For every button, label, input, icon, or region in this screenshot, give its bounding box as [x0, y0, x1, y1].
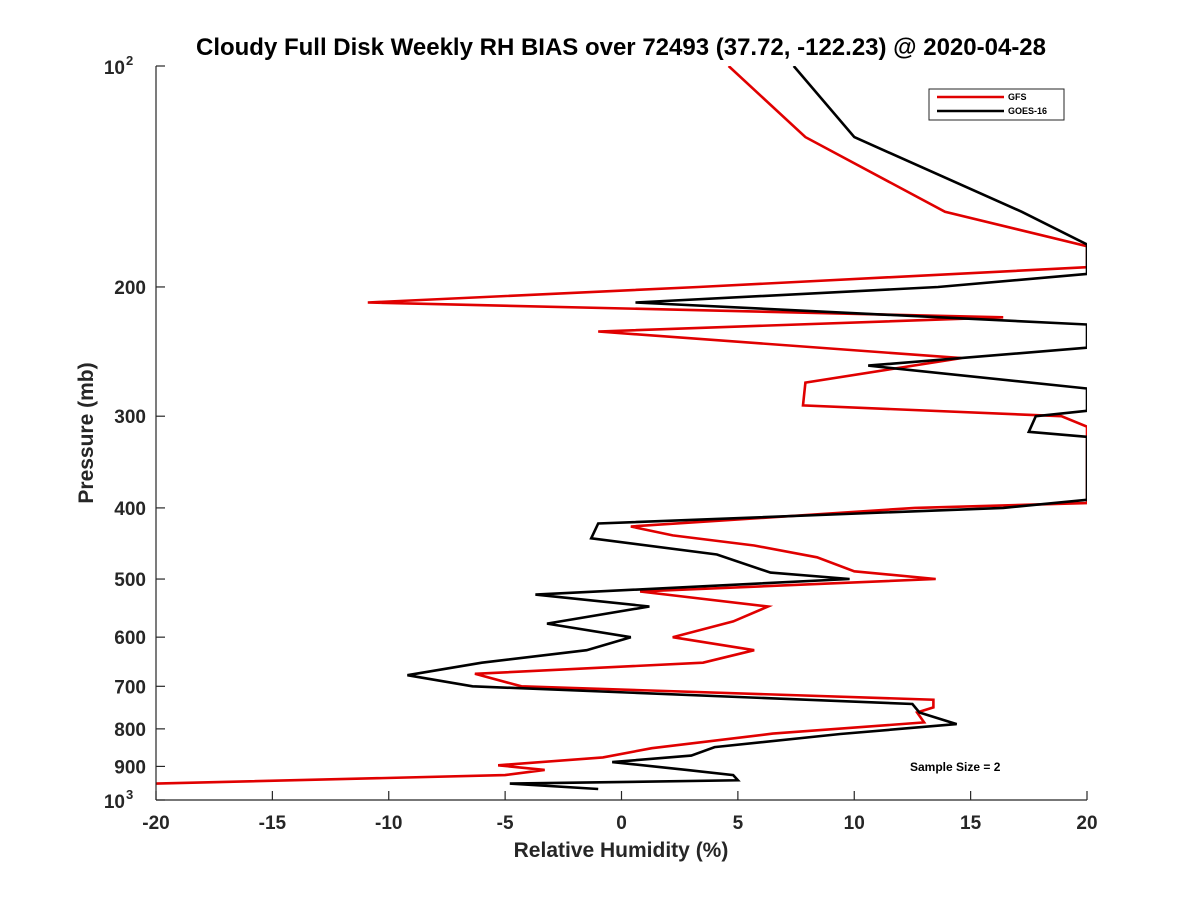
x-axis-label: Relative Humidity (%) — [514, 839, 729, 862]
x-tick-label: 10 — [844, 813, 865, 834]
x-tick-label: 0 — [616, 813, 627, 834]
legend: GFS GOES-16 — [928, 88, 1065, 121]
y-tick-exponent: 2 — [126, 53, 133, 68]
x-tick-label: 15 — [960, 813, 982, 834]
y-tick-label: 700 — [114, 677, 146, 698]
x-tick-label: -5 — [497, 813, 514, 834]
x-tick-label: -10 — [375, 813, 402, 834]
legend-label-gfs: GFS — [1008, 92, 1027, 102]
legend-label-goes16: GOES-16 — [1008, 106, 1047, 116]
y-axis-label: Pressure (mb) — [75, 362, 98, 503]
chart-title: Cloudy Full Disk Weekly RH BIAS over 724… — [196, 34, 1046, 61]
y-tick-label: 10 — [104, 792, 125, 813]
x-tick-label: 20 — [1076, 813, 1097, 834]
y-tick-label: 600 — [114, 628, 146, 649]
x-tick-label: 5 — [733, 813, 744, 834]
y-tick-label: 900 — [114, 757, 146, 778]
y-tick-label: 400 — [114, 499, 146, 520]
y-tick-label: 300 — [114, 407, 146, 428]
series-line-goes16 — [407, 66, 1087, 791]
plot-area — [156, 66, 1087, 791]
series-line-gfs — [156, 66, 1087, 785]
y-tick-exponent: 3 — [126, 787, 133, 802]
y-tick-label: 200 — [114, 278, 146, 299]
legend-box — [928, 88, 1065, 121]
sample-size-annotation: Sample Size = 2 — [910, 760, 1001, 774]
x-tick-label: -20 — [142, 813, 169, 834]
y-tick-label: 800 — [114, 720, 146, 741]
x-tick-label: -15 — [259, 813, 287, 834]
y-tick-label: 500 — [114, 570, 146, 591]
y-tick-label: 10 — [104, 58, 125, 79]
